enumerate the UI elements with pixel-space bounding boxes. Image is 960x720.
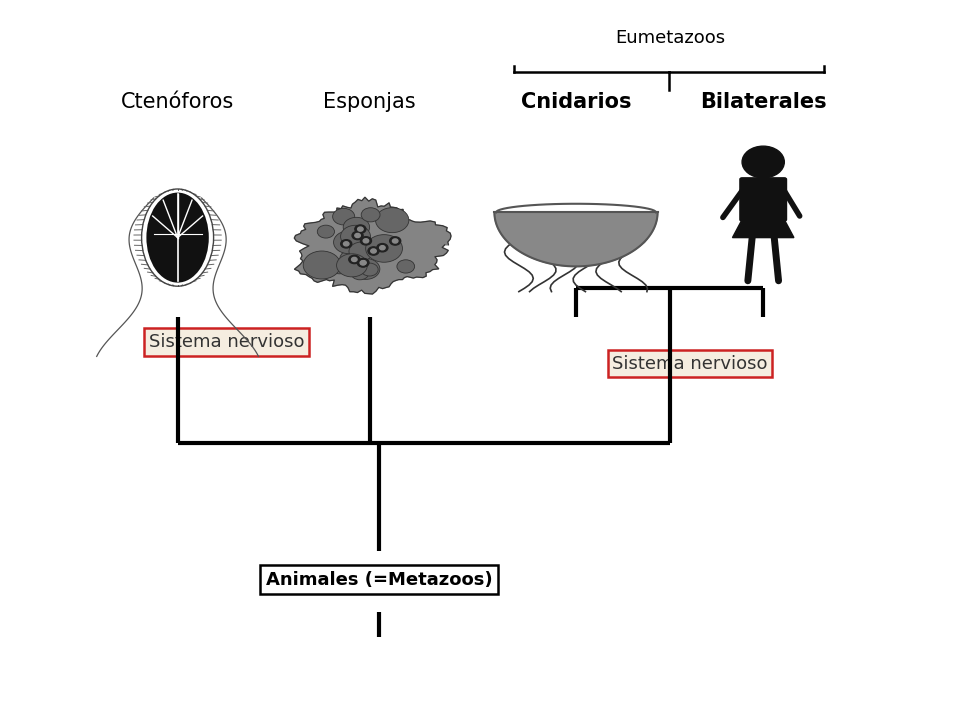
- Circle shape: [366, 235, 402, 262]
- Circle shape: [379, 246, 385, 250]
- Circle shape: [360, 237, 372, 245]
- Circle shape: [349, 242, 373, 261]
- Circle shape: [742, 146, 784, 178]
- Circle shape: [377, 243, 388, 252]
- Text: Cnidarios: Cnidarios: [520, 91, 632, 112]
- Circle shape: [361, 263, 378, 276]
- Circle shape: [358, 227, 363, 231]
- Circle shape: [342, 250, 369, 270]
- Polygon shape: [732, 220, 794, 238]
- Circle shape: [341, 240, 351, 248]
- Circle shape: [390, 237, 400, 245]
- Circle shape: [351, 266, 369, 280]
- Circle shape: [344, 242, 349, 246]
- Circle shape: [355, 225, 366, 233]
- Text: Sistema nervioso: Sistema nervioso: [612, 355, 768, 373]
- Circle shape: [341, 225, 371, 248]
- Circle shape: [371, 249, 376, 253]
- Ellipse shape: [146, 192, 209, 282]
- Text: Animales (=Metazoos): Animales (=Metazoos): [266, 570, 492, 589]
- Text: Esponjas: Esponjas: [324, 91, 416, 112]
- Circle shape: [358, 258, 369, 267]
- Circle shape: [352, 258, 380, 279]
- Polygon shape: [494, 212, 658, 266]
- Circle shape: [318, 225, 334, 238]
- Circle shape: [333, 231, 364, 253]
- Circle shape: [355, 233, 360, 238]
- Circle shape: [396, 260, 415, 273]
- Circle shape: [357, 258, 369, 267]
- FancyBboxPatch shape: [739, 177, 787, 222]
- Circle shape: [361, 208, 380, 222]
- Circle shape: [363, 239, 369, 243]
- Circle shape: [368, 247, 379, 255]
- Circle shape: [331, 261, 348, 274]
- Circle shape: [361, 261, 366, 265]
- Circle shape: [332, 208, 354, 225]
- Text: Eumetazoos: Eumetazoos: [615, 29, 725, 47]
- Text: Bilaterales: Bilaterales: [700, 91, 827, 112]
- Circle shape: [337, 253, 368, 277]
- Circle shape: [303, 251, 341, 279]
- Circle shape: [344, 217, 370, 237]
- Circle shape: [352, 231, 363, 240]
- Circle shape: [375, 207, 409, 233]
- Text: Sistema nervioso: Sistema nervioso: [149, 333, 304, 351]
- Circle shape: [351, 257, 357, 261]
- Circle shape: [393, 239, 398, 243]
- Polygon shape: [295, 197, 451, 294]
- Text: Ctenóforos: Ctenóforos: [121, 91, 234, 112]
- Circle shape: [360, 261, 366, 265]
- Circle shape: [340, 251, 359, 265]
- Circle shape: [348, 256, 360, 264]
